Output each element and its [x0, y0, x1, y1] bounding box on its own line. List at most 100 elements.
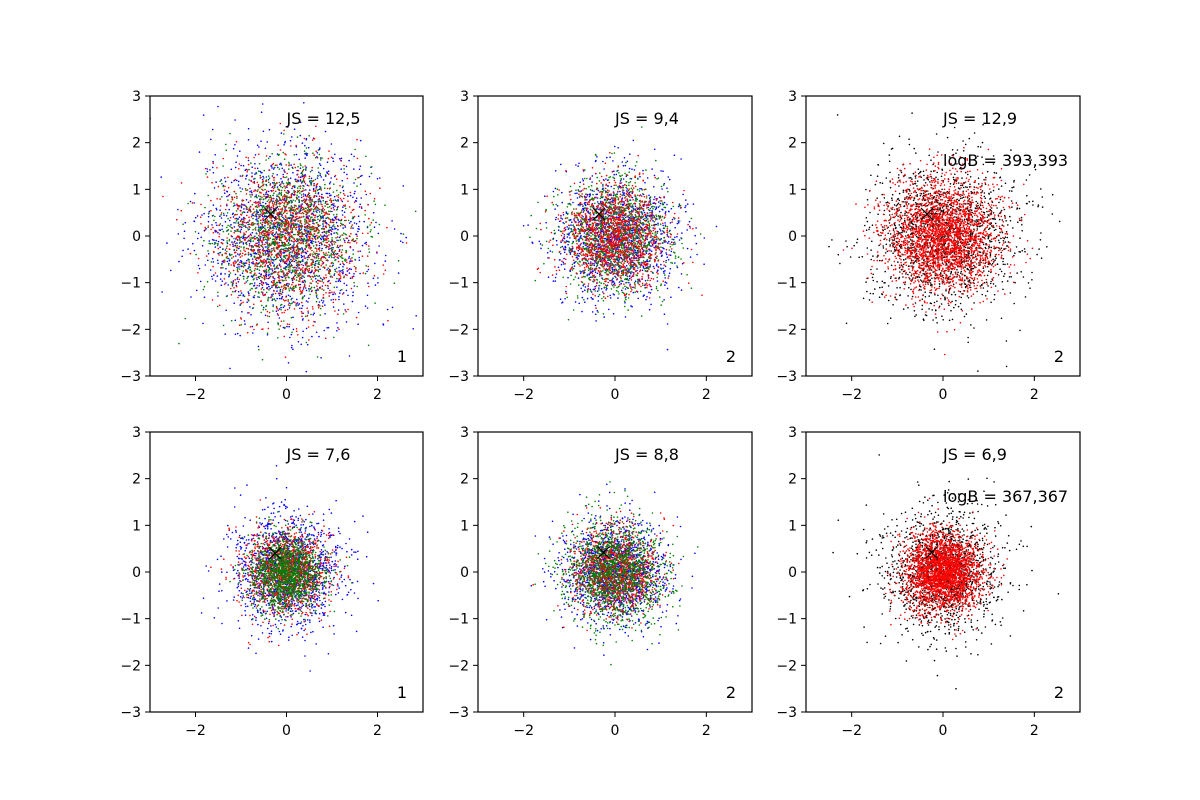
scatter-point — [304, 200, 307, 202]
scatter-point — [272, 189, 275, 192]
scatter-point — [591, 219, 594, 221]
scatter-point — [659, 230, 662, 232]
scatter-point — [625, 175, 628, 178]
scatter-point — [260, 311, 263, 314]
scatter-point — [250, 246, 253, 248]
scatter-point — [358, 168, 361, 171]
scatter-point — [288, 323, 291, 326]
scatter-point — [313, 286, 316, 289]
scatter-point — [308, 135, 311, 137]
scatter-point — [304, 270, 306, 273]
scatter-point — [248, 239, 250, 241]
scatter-point — [308, 189, 311, 191]
scatter-point — [278, 317, 281, 319]
scatter-point — [276, 217, 279, 220]
scatter-point — [666, 233, 668, 236]
scatter-point — [308, 339, 310, 341]
scatter-point — [255, 242, 257, 245]
scatter-point — [301, 180, 304, 182]
scatter-point — [250, 272, 252, 274]
scatter-point — [289, 304, 291, 307]
scatter-point — [405, 236, 408, 239]
scatter-point — [262, 282, 265, 285]
scatter-point — [309, 218, 312, 220]
scatter-point — [180, 209, 183, 212]
scatter-point — [278, 238, 281, 241]
scatter-point — [253, 181, 256, 183]
scatter-point — [286, 229, 289, 232]
scatter-point — [283, 129, 285, 132]
scatter-point — [351, 224, 354, 226]
scatter-point — [315, 243, 318, 246]
scatter-point — [273, 219, 276, 222]
scatter-point — [271, 201, 274, 203]
scatter-point — [343, 263, 345, 266]
scatter-point — [561, 245, 564, 248]
scatter-point — [322, 237, 325, 240]
scatter-point — [257, 244, 260, 247]
scatter-point — [294, 272, 297, 275]
scatter-point — [226, 245, 228, 247]
scatter-point — [680, 273, 683, 275]
scatter-point — [335, 178, 338, 180]
scatter-point — [279, 237, 282, 239]
scatter-point — [318, 229, 320, 232]
scatter-point — [268, 245, 270, 247]
scatter-point — [322, 281, 325, 284]
scatter-point — [240, 236, 243, 238]
scatter-point — [274, 292, 277, 295]
scatter-point — [366, 225, 369, 228]
scatter-point — [582, 205, 584, 207]
scatter-point — [290, 231, 292, 233]
scatter-point — [271, 295, 274, 297]
scatter-point — [320, 176, 323, 178]
scatter-point — [239, 261, 241, 264]
scatter-point — [278, 308, 281, 310]
scatter-point — [600, 245, 602, 248]
scatter-point — [248, 292, 250, 295]
scatter-point — [320, 256, 323, 259]
scatter-point — [269, 224, 271, 227]
scatter-point — [301, 142, 304, 144]
scatter-point — [295, 228, 297, 231]
scatter-point — [276, 174, 279, 176]
scatter-point — [284, 215, 287, 217]
scatter-point — [280, 241, 283, 244]
scatter-point — [337, 327, 339, 329]
scatter-point — [305, 235, 307, 237]
scatter-point — [184, 221, 187, 224]
scatter-point — [267, 283, 270, 286]
scatter-point — [273, 264, 276, 266]
scatter-point — [291, 255, 293, 258]
scatter-point — [220, 213, 222, 216]
scatter-point — [268, 271, 270, 273]
scatter-point — [257, 222, 260, 224]
scatter-point — [262, 294, 265, 297]
scatter-point — [336, 322, 338, 324]
scatter-point — [236, 278, 239, 280]
scatter-point — [289, 207, 291, 209]
scatter-point — [248, 219, 251, 222]
scatter-point — [365, 241, 368, 244]
scatter-point — [304, 240, 307, 242]
scatter-point — [264, 188, 266, 191]
scatter-point — [312, 276, 315, 278]
scatter-point — [254, 268, 256, 270]
scatter-point — [251, 222, 253, 224]
scatter-point — [676, 266, 679, 269]
scatter-point — [256, 144, 259, 147]
scatter-point — [233, 221, 235, 224]
scatter-point — [259, 191, 262, 194]
scatter-point — [246, 189, 249, 191]
scatter-point — [230, 230, 232, 232]
scatter-point — [263, 277, 266, 280]
scatter-point — [566, 236, 569, 238]
scatter-point — [244, 238, 246, 240]
scatter-point — [628, 167, 631, 170]
scatter-point — [246, 211, 249, 213]
scatter-point — [581, 310, 583, 313]
scatter-point — [291, 236, 294, 238]
scatter-point — [297, 169, 300, 172]
scatter-point — [307, 196, 310, 198]
scatter-point — [310, 184, 313, 186]
